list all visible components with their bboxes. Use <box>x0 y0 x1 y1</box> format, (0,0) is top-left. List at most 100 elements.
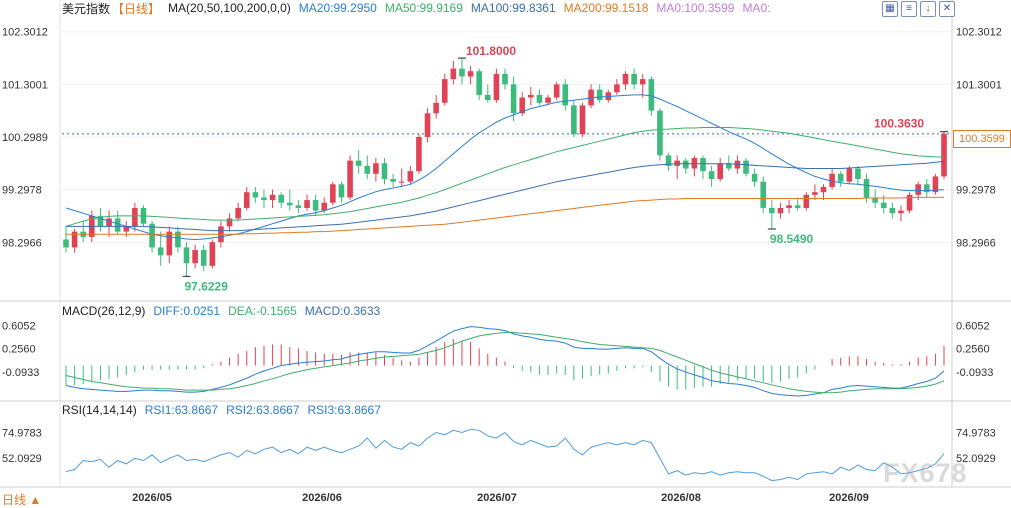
candle-body[interactable] <box>751 173 758 182</box>
candle-body[interactable] <box>562 84 569 106</box>
candle-body[interactable] <box>794 205 801 208</box>
candle-body[interactable] <box>269 194 276 201</box>
candle-body[interactable] <box>321 202 328 211</box>
candle-body[interactable] <box>63 239 69 248</box>
macd-diff-line[interactable] <box>65 326 945 397</box>
down-arrow-icon[interactable]: ↓ <box>920 1 936 17</box>
candle-body[interactable] <box>743 160 749 174</box>
candle-body[interactable] <box>407 171 414 182</box>
candle-body[interactable] <box>803 194 810 208</box>
price-panel[interactable]: 101.8000 97.6229 98.5490 100.3630 <box>63 44 948 293</box>
candle-body[interactable] <box>829 173 835 187</box>
candle-body[interactable] <box>898 210 904 214</box>
macd-panel[interactable] <box>65 326 945 397</box>
candle-body[interactable] <box>441 79 448 103</box>
rsi-name-label[interactable]: RSI(14,14,14) <box>62 403 137 417</box>
candle-body[interactable] <box>243 192 250 208</box>
candle-body[interactable] <box>209 242 216 266</box>
candle-body[interactable] <box>665 155 672 166</box>
candle-body[interactable] <box>295 205 302 208</box>
candle-body[interactable] <box>923 184 930 193</box>
settings-icon[interactable]: ≡ <box>901 1 917 17</box>
ma-line-ma100[interactable] <box>66 160 945 232</box>
candle-body[interactable] <box>700 158 706 172</box>
candle-body[interactable] <box>863 179 870 198</box>
candle-body[interactable] <box>97 215 104 227</box>
candle-body[interactable] <box>545 97 551 103</box>
macd-dea-line[interactable] <box>65 332 945 394</box>
candle-body[interactable] <box>596 89 603 101</box>
candle-body[interactable] <box>338 184 345 198</box>
candle-body[interactable] <box>416 136 422 172</box>
candle-body[interactable] <box>278 194 284 203</box>
candle-body[interactable] <box>631 73 637 85</box>
candle-body[interactable] <box>519 97 526 114</box>
candle-body[interactable] <box>287 202 293 206</box>
candle-body[interactable] <box>579 105 586 135</box>
candle-body[interactable] <box>674 160 680 166</box>
candle-body[interactable] <box>493 73 500 101</box>
candle-body[interactable] <box>571 105 577 135</box>
candle-body[interactable] <box>398 181 405 183</box>
macd-name-label[interactable]: MACD(26,12,9) <box>62 304 146 318</box>
candle-body[interactable] <box>200 250 207 266</box>
grid-icon[interactable]: ▦ <box>882 1 898 17</box>
candle-body[interactable] <box>639 79 646 85</box>
candle-body[interactable] <box>880 202 887 208</box>
candle-body[interactable] <box>820 186 827 193</box>
candle-body[interactable] <box>364 165 371 174</box>
candle-body[interactable] <box>777 207 784 214</box>
ma-line-ma200[interactable] <box>66 196 945 235</box>
rsi-panel[interactable] <box>65 428 945 482</box>
candle-body[interactable] <box>467 71 474 77</box>
candle-body[interactable] <box>183 247 190 264</box>
candle-body[interactable] <box>312 200 319 211</box>
ma-line-ma50[interactable] <box>65 127 945 227</box>
candle-body[interactable] <box>760 181 767 208</box>
candle-body[interactable] <box>614 84 620 93</box>
candle-body[interactable] <box>304 200 310 208</box>
candle-body[interactable] <box>915 184 921 195</box>
candle-body[interactable] <box>433 102 439 114</box>
candle-body[interactable] <box>691 158 698 169</box>
candle-body[interactable] <box>330 184 336 203</box>
candle-body[interactable] <box>786 205 792 208</box>
candle-body[interactable] <box>373 163 379 174</box>
candle-body[interactable] <box>459 68 465 77</box>
candle-body[interactable] <box>726 163 732 169</box>
candle-body[interactable] <box>906 194 913 211</box>
candle-body[interactable] <box>71 231 78 248</box>
candle-body[interactable] <box>717 163 723 180</box>
candle-body[interactable] <box>502 73 508 85</box>
candle-body[interactable] <box>536 94 543 103</box>
candle-body[interactable] <box>846 168 853 182</box>
candle-body[interactable] <box>355 160 362 166</box>
candle-body[interactable] <box>424 113 431 137</box>
candle-body[interactable] <box>149 223 155 248</box>
candle-body[interactable] <box>450 68 457 80</box>
candle-body[interactable] <box>932 176 939 193</box>
candle-body[interactable] <box>175 231 181 248</box>
candle-body[interactable] <box>347 160 353 198</box>
candle-body[interactable] <box>226 218 233 227</box>
candle-body[interactable] <box>657 110 663 156</box>
candle-body[interactable] <box>837 173 844 182</box>
candle-body[interactable] <box>132 207 138 227</box>
candle-body[interactable] <box>114 218 121 232</box>
rsi-line[interactable] <box>65 428 945 482</box>
candle-body[interactable] <box>812 192 818 195</box>
candle-body[interactable] <box>106 218 112 227</box>
candle-body[interactable] <box>682 160 689 169</box>
candle-body[interactable] <box>648 79 655 111</box>
candle-body[interactable] <box>510 84 517 114</box>
candle-body[interactable] <box>889 207 896 214</box>
candle-body[interactable] <box>235 207 241 219</box>
period-label[interactable]: 【日线】 <box>112 1 161 16</box>
candle-body[interactable] <box>708 171 715 180</box>
candle-body[interactable] <box>528 94 534 98</box>
candle-body[interactable] <box>252 192 259 198</box>
candle-body[interactable] <box>484 94 491 101</box>
candle-body[interactable] <box>622 73 629 85</box>
candle-body[interactable] <box>872 197 878 203</box>
